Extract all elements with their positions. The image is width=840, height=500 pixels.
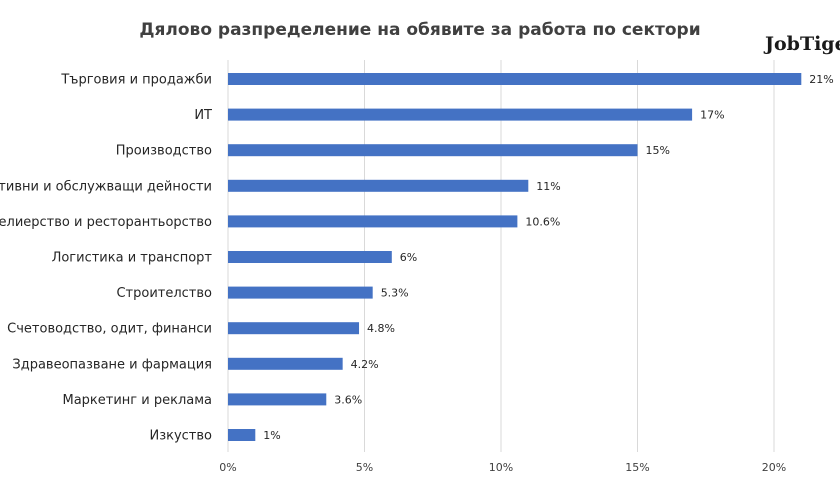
category-label: Производство [116,144,212,159]
bar [228,73,802,85]
value-label: 4.8% [367,322,395,335]
value-label: 3.6% [334,393,362,406]
bar [228,215,518,228]
category-labels: Търговия и продажби ИТ Производство Админис… [0,73,212,444]
value-label: 4.2% [351,358,379,371]
bar [228,357,343,370]
category-label: Административни и обслужващи дейности [0,179,212,194]
chart-title: Дялово разпределение на обявите за работ… [139,20,701,40]
x-tick-label: 10% [489,461,513,474]
value-label: 6% [400,251,417,264]
category-label: Строителство [116,286,212,301]
x-axis-tick-labels: 0% 5% 10% 15% 20% [219,461,786,474]
category-label: Счетоводство, одит, финанси [7,322,212,337]
category-label: Маркетинг и реклама [63,393,213,408]
bar [228,393,327,406]
x-tick-label: 15% [625,461,649,474]
bar [228,144,638,157]
category-label: Здравеопазване и фармация [12,357,212,372]
x-tick-label: 5% [356,461,373,474]
value-label: 1% [263,429,280,442]
x-tick-label: 0% [219,461,236,474]
bar [228,251,392,263]
x-tick-label: 20% [762,461,786,474]
category-label: Търговия и продажби [60,73,212,88]
bar [228,286,373,299]
bar [228,179,529,192]
bar [228,429,256,441]
value-label: 10.6% [525,215,560,228]
value-label: 15% [646,144,670,157]
jobtiger-logo: JobTiger [765,33,840,55]
value-label: 21% [809,73,833,86]
value-labels: 21% 17% 15% 11% 10.6% 6% 5.3% 4.8% 4.2% 3.6% 1% [263,73,833,442]
bars [228,73,802,441]
value-label: 5.3% [381,287,409,300]
category-label: Изкуство [149,429,212,444]
value-label: 11% [536,180,560,193]
category-label: Логистика и транспорт [52,251,213,266]
bar [228,322,360,335]
bar [228,108,693,121]
category-label: ИТ [194,108,212,123]
value-label: 17% [700,109,724,122]
category-label: Хотелиерство и ресторантьорство [0,215,212,230]
